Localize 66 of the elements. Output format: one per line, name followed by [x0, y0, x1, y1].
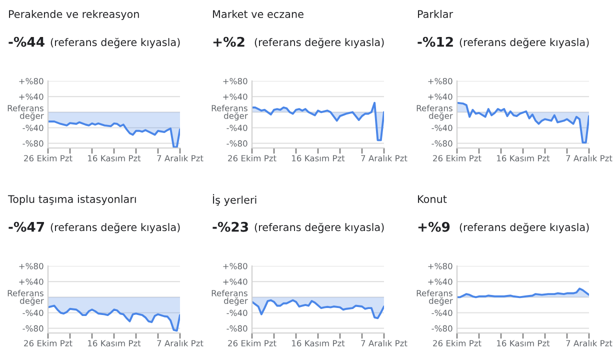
y-tick-label: +%40 [223, 94, 248, 100]
y-tick-label: -%80 [22, 140, 44, 147]
y-tick-label: Referans değer [212, 290, 248, 306]
x-tick-label: 16 Kasım Pzt [88, 340, 141, 346]
chart-subtitle: -%23 [212, 222, 248, 232]
y-tick-label: Referans değer [8, 104, 44, 121]
x-tick-label: 7 Aralık Pzt [361, 340, 408, 346]
text: (referans değere kıyasla) [254, 38, 384, 48]
y-tick-label: +%40 [428, 278, 452, 285]
y-tick-label: +%80 [428, 78, 452, 84]
x-tick-label: 7 Aralık Pzt [157, 154, 204, 162]
chart-subtitle: -%44 [8, 36, 44, 47]
x-tick-label: 16 Kasım Pzt [497, 155, 550, 162]
x-tick-label: 7 Aralık Pzt [566, 154, 612, 162]
x-tick-label: 26 Ekim Pzt [24, 340, 72, 346]
chart-title: Perakende ve rekreasyon [9, 10, 139, 20]
x-tick-label: 16 Kasım Pzt [497, 340, 550, 346]
chart-title: Toplu taşıma istasyonları [8, 194, 136, 206]
x-tick-label: 26 Ekim Pzt [433, 340, 482, 346]
y-tick-label: -%80 [226, 140, 248, 147]
text: (referans değere kıyasla) [254, 222, 384, 234]
y-tick-label: +%40 [428, 94, 452, 100]
text: (referans değere kıyasla) [50, 222, 180, 234]
y-tick-label: -%40 [432, 124, 452, 132]
chart-title: Market ve eczane [213, 10, 304, 18]
chart-subtitle: +%2 [213, 36, 244, 47]
y-tick-label: +%40 [19, 94, 44, 100]
y-tick-label: +%80 [428, 262, 452, 270]
y-tick-label: +%80 [223, 78, 248, 84]
x-tick-label: 7 Aralık Pzt [361, 154, 408, 162]
y-tick-label: -%80 [22, 325, 44, 332]
text: (referans değere kıyasla) [460, 222, 589, 234]
x-tick-label: 16 Kasım Pzt [292, 155, 345, 162]
y-tick-label: +%80 [223, 262, 248, 270]
y-tick-label: -%40 [226, 310, 248, 316]
x-tick-label: 16 Kasım Pzt [292, 340, 345, 346]
x-tick-label: 26 Ekim Pzt [228, 340, 276, 346]
x-tick-label: 7 Aralık Pzt [157, 340, 204, 346]
x-tick-label: 7 Aralık Pzt [566, 340, 612, 346]
text: (referans değere kıyasla) [460, 38, 589, 48]
y-tick-label: +%40 [223, 278, 248, 285]
chart-subtitle: -%12 [418, 36, 453, 47]
y-tick-label: -%40 [432, 310, 452, 316]
x-tick-label: 26 Ekim Pzt [228, 154, 276, 162]
y-tick-label: Referans değer [416, 104, 453, 121]
y-tick-label: +%80 [19, 78, 44, 84]
y-tick-label: Referans değer [416, 290, 453, 306]
x-tick-label: 16 Kasım Pzt [88, 155, 141, 162]
x-tick-label: 26 Ekim Pzt [24, 154, 72, 162]
y-tick-label: Referans değer [212, 104, 248, 121]
chart-title: Konut [418, 195, 447, 204]
chart-subtitle: -%47 [8, 222, 44, 232]
x-tick-label: 26 Ekim Pzt [433, 154, 482, 162]
text: (referans değere kıyasla) [50, 38, 180, 48]
y-tick-label: -%40 [226, 124, 248, 132]
chart-title: İş yerleri [213, 194, 256, 206]
y-tick-label: -%80 [226, 325, 248, 332]
y-tick-label: -%80 [432, 140, 452, 147]
chart-title: Parklar [418, 10, 454, 18]
y-tick-label: +%80 [19, 262, 44, 270]
y-tick-label: -%80 [432, 325, 452, 332]
chart-subtitle: +%9 [418, 222, 450, 232]
y-tick-label: Referans değer [8, 290, 44, 306]
y-tick-label: +%40 [19, 278, 44, 285]
y-tick-label: -%40 [22, 310, 44, 316]
y-tick-label: -%40 [22, 124, 44, 132]
